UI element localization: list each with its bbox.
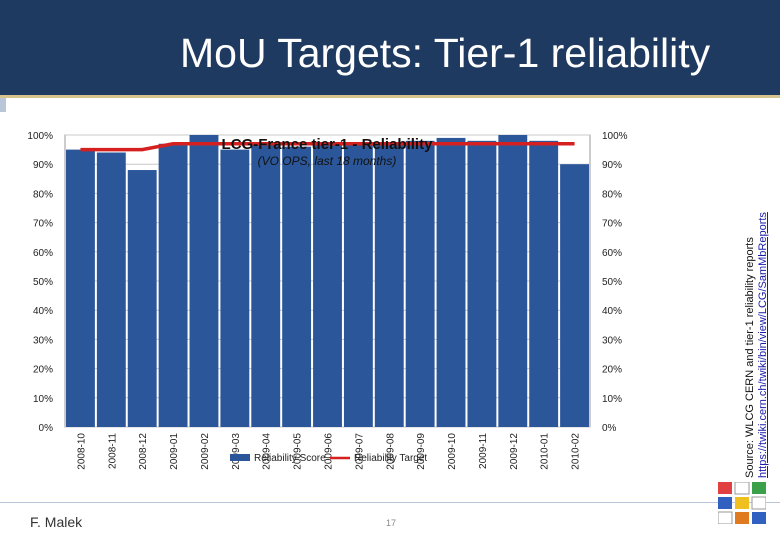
y-tick-label-right: 20% — [602, 365, 622, 376]
y-tick-label: 80% — [33, 189, 53, 200]
reliability-chart: 0% 10% 20% 30% 40% 50% 60% 70% 80% 90% 100% 0% 10% 2… — [20, 122, 660, 482]
y-tick-label: 100% — [27, 131, 53, 142]
y-tick-label: 90% — [33, 160, 53, 171]
x-tick-label: 2009-05 — [293, 433, 304, 470]
y-tick-label: 60% — [33, 248, 53, 259]
lcg-logo-icon — [718, 482, 766, 524]
chart-title: LCG-France tier-1 - Reliability — [222, 136, 434, 153]
source-link[interactable]: https://twiki.cern.ch/twiki/bin/view/LCG… — [757, 212, 769, 478]
target-line — [80, 142, 575, 152]
y-tick-label: 70% — [33, 219, 53, 230]
bar — [96, 152, 126, 427]
page-number: 17 — [386, 518, 397, 528]
bar — [529, 140, 559, 427]
chart-legend: Reliability Score Reliability Target — [230, 453, 427, 464]
slide-header: MoU Targets: Tier-1 reliability — [0, 0, 780, 95]
side-accent — [0, 98, 6, 112]
source-note: Source: WLCG CERN and tier-1 reliability… — [744, 118, 770, 478]
bar — [560, 164, 589, 427]
y-tick-label: 20% — [33, 365, 53, 376]
slide-title: MoU Targets: Tier-1 reliability — [180, 30, 711, 76]
x-tick-label: 2010-02 — [571, 433, 582, 470]
x-tick-label: 2009-10 — [447, 433, 458, 470]
bar — [467, 140, 497, 427]
chart-svg: 0% 10% 20% 30% 40% 50% 60% 70% 80% 90% 100% 0% 10% 2… — [27, 131, 628, 470]
bar — [498, 135, 528, 427]
bar — [436, 137, 466, 428]
bar — [220, 149, 250, 427]
bar — [343, 143, 373, 427]
x-tick-label: 2009-02 — [200, 433, 211, 470]
header-divider — [0, 95, 780, 98]
x-tick-label: 2009-06 — [324, 433, 335, 470]
author-name: F. Malek — [30, 514, 83, 530]
y-tick-label-right: 100% — [602, 131, 628, 142]
bar — [251, 143, 281, 427]
y-tick-label: 30% — [33, 335, 53, 346]
x-tick-label: 2009-11 — [478, 433, 489, 469]
legend-label: Reliability Score — [254, 453, 326, 464]
y-tick-label-right: 80% — [602, 189, 622, 200]
y-tick-label-right: 70% — [602, 219, 622, 230]
bar — [374, 143, 404, 427]
bar — [282, 146, 312, 427]
bar — [405, 140, 435, 427]
x-tick-label: 2008-10 — [76, 433, 87, 470]
y-tick-label-right: 30% — [602, 335, 622, 346]
bar — [66, 149, 95, 427]
x-tick-label: 2009-01 — [169, 433, 180, 470]
y-tick-label-right: 10% — [602, 394, 622, 405]
x-tick-label: 2008-12 — [138, 433, 149, 470]
y-tick-label: 50% — [33, 277, 53, 288]
footer-divider — [0, 502, 780, 503]
x-tick-label: 2009-09 — [416, 433, 427, 470]
legend-label: Reliability Target — [354, 453, 427, 464]
y-tick-label: 10% — [33, 394, 53, 405]
bar — [313, 143, 342, 427]
y-tick-label-right: 60% — [602, 248, 622, 259]
x-tick-label: 2009-07 — [354, 433, 365, 470]
y-tick-label-right: 40% — [602, 306, 622, 317]
x-tick-label: 2008-11 — [107, 433, 118, 469]
x-tick-label: 2009-08 — [385, 433, 396, 470]
y-tick-label-right: 50% — [602, 277, 622, 288]
x-tick-label: 2010-01 — [540, 433, 551, 470]
y-tick-label: 0% — [39, 423, 54, 434]
y-tick-label: 40% — [33, 306, 53, 317]
legend-swatch-bar — [230, 454, 250, 461]
x-tick-label: 2009-03 — [231, 433, 242, 470]
source-text: Source: WLCG CERN and tier-1 reliability… — [744, 237, 756, 478]
y-tick-label-right: 90% — [602, 160, 622, 171]
chart-subtitle: (VO OPS, last 18 months) — [258, 154, 397, 168]
bar — [158, 143, 188, 427]
x-tick-label: 2009-04 — [262, 433, 273, 470]
y-tick-label-right: 0% — [602, 423, 617, 434]
bar — [189, 135, 219, 427]
x-tick-label: 2009-12 — [509, 433, 520, 470]
bar — [127, 170, 157, 427]
